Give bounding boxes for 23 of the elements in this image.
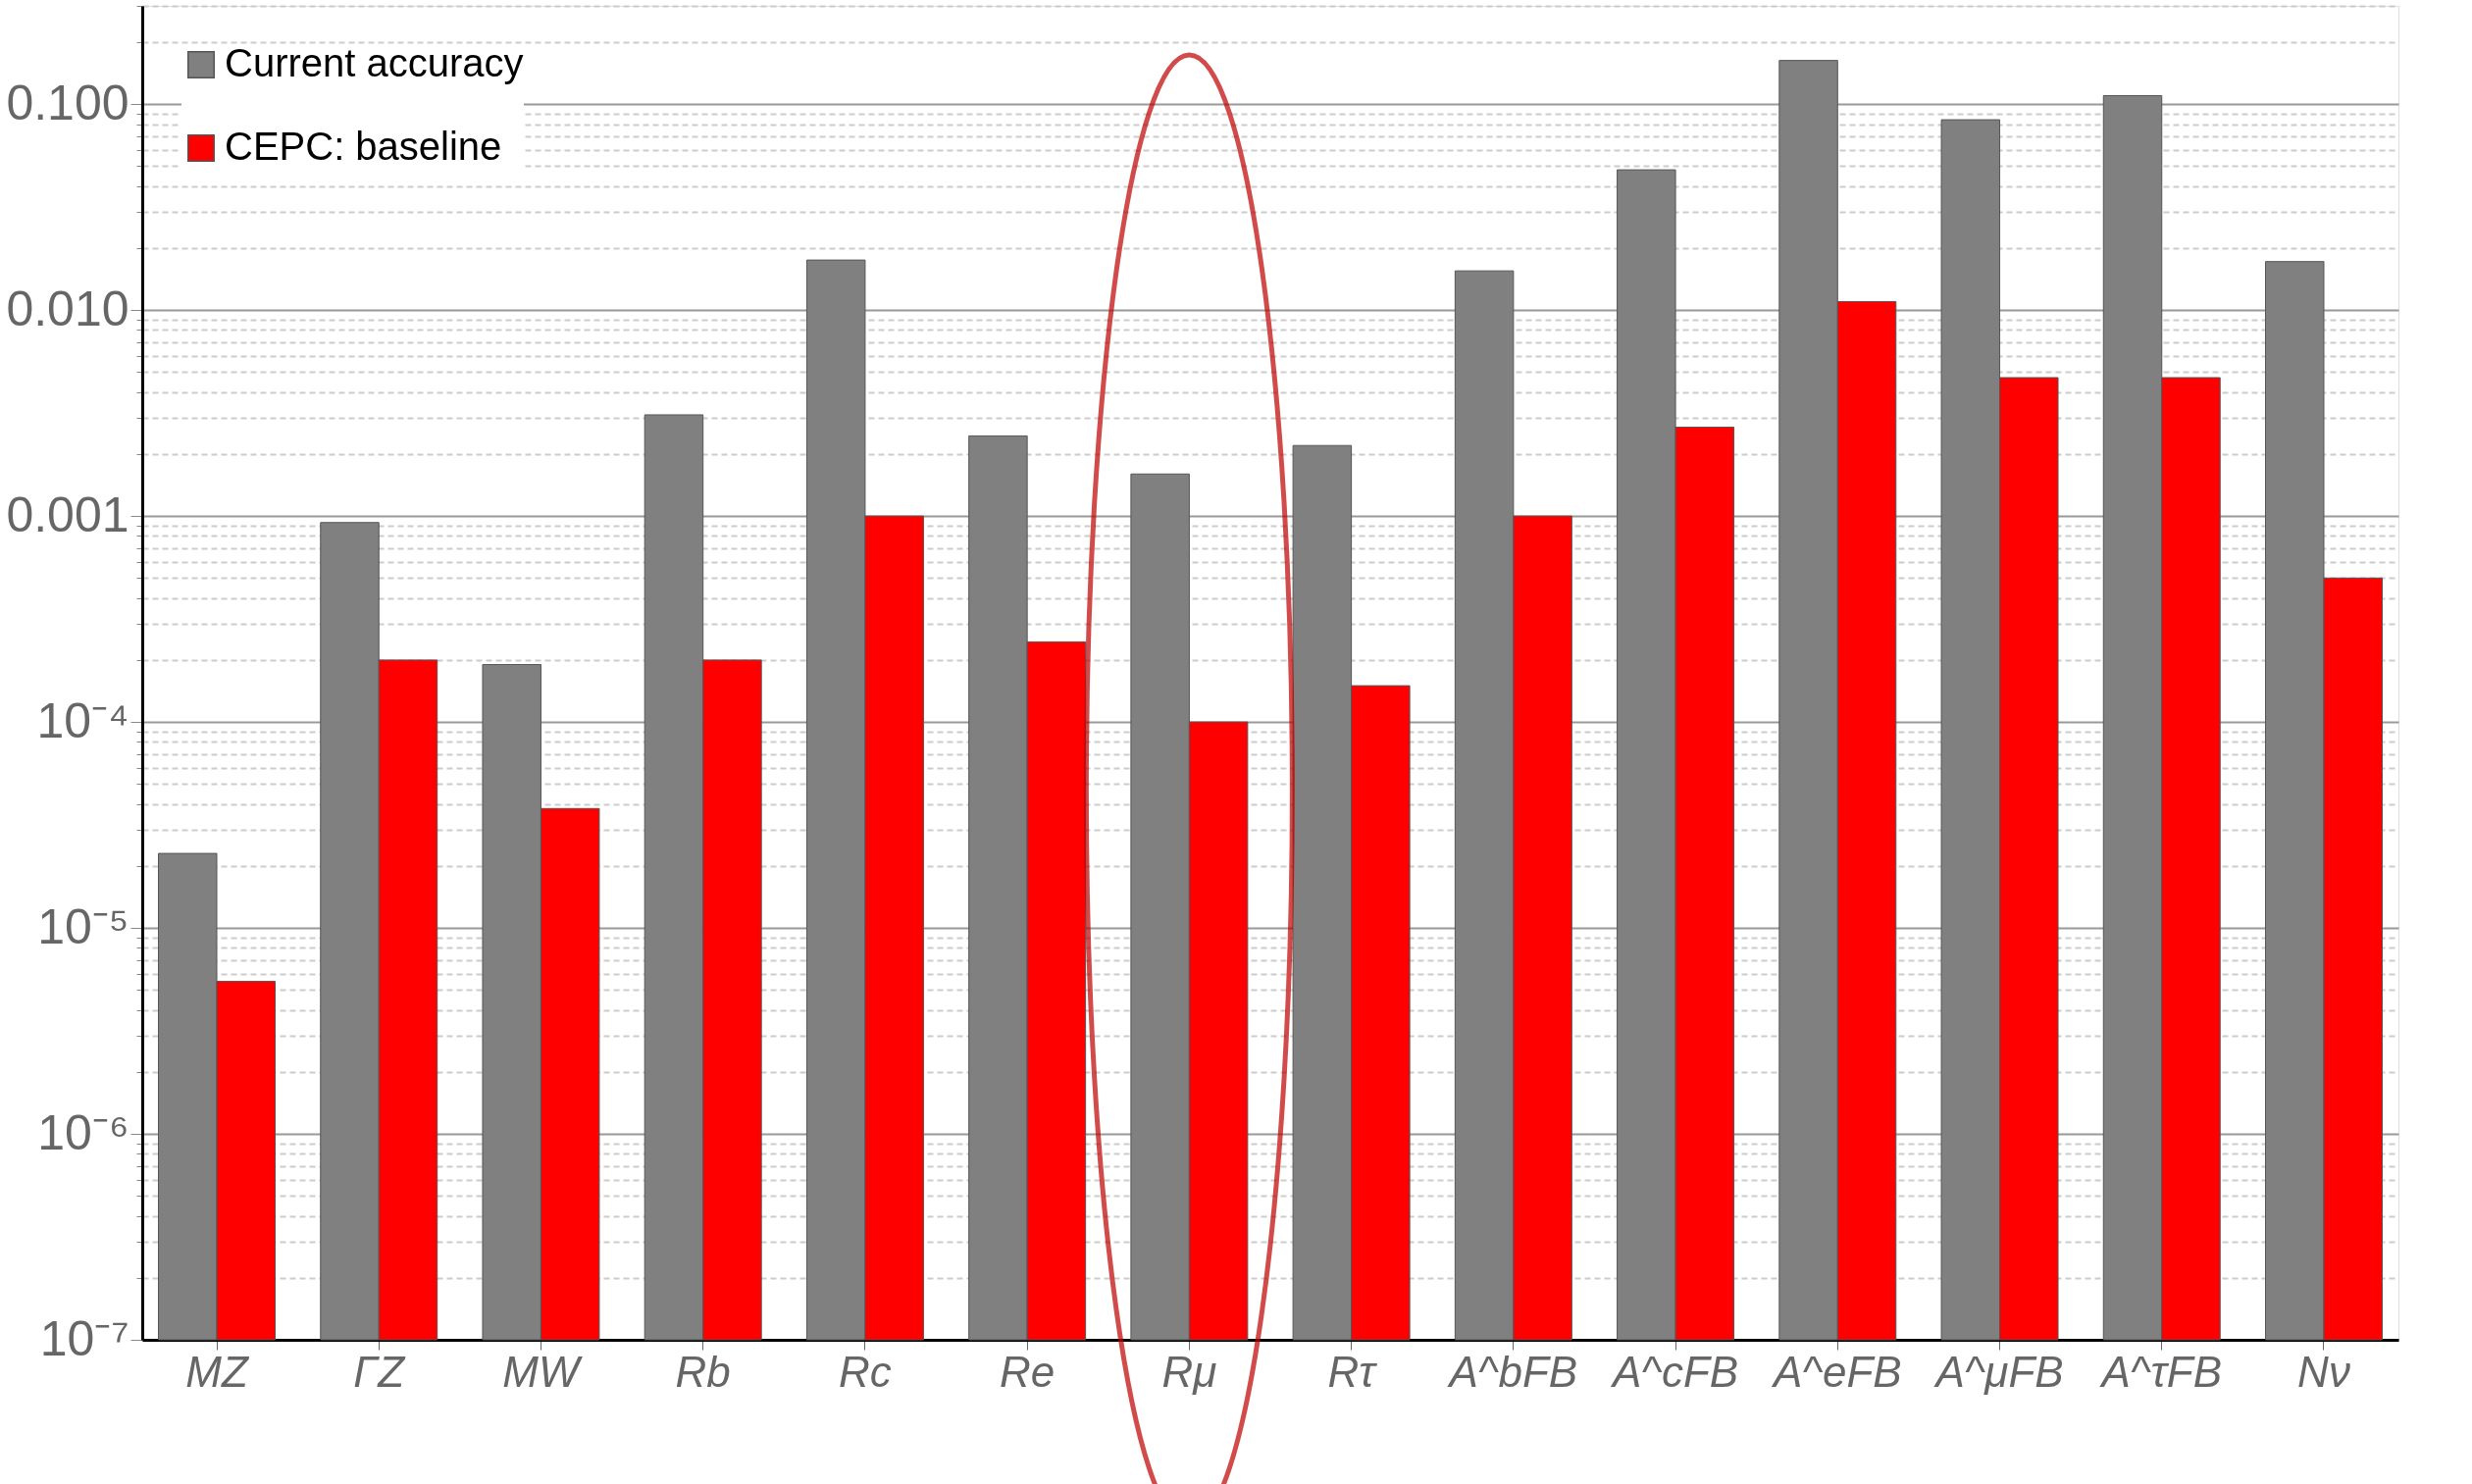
y-tick-label: 10⁻⁷ xyxy=(39,1310,129,1366)
y-tick-label: 0.010 xyxy=(6,281,129,336)
x-tick-label: Re xyxy=(1000,1347,1056,1396)
x-tick-label: ΓZ xyxy=(353,1347,407,1396)
legend-label: CEPC: baseline xyxy=(225,125,502,168)
x-tick-label: Rb xyxy=(675,1347,731,1396)
x-tick-label: A^bFB xyxy=(1446,1347,1578,1396)
x-tick-label: Rτ xyxy=(1327,1347,1378,1396)
x-tick-label: MW xyxy=(502,1347,584,1396)
x-tick-label: MZ xyxy=(185,1347,250,1396)
y-tick-label: 10⁻⁶ xyxy=(37,1104,129,1160)
y-tick-label: 10⁻⁴ xyxy=(36,692,129,748)
y-tick-label: 0.100 xyxy=(6,75,129,130)
x-tick-label: Nν xyxy=(2297,1347,2350,1396)
y-tick-label: 10⁻⁵ xyxy=(37,898,129,954)
x-tick-label: Rc xyxy=(839,1347,892,1396)
y-tick-label: 0.001 xyxy=(6,486,129,542)
x-tick-label: A^cFB xyxy=(1609,1347,1739,1396)
legend-label: Current accuracy xyxy=(225,41,524,84)
x-tick-label: Rμ xyxy=(1161,1347,1217,1396)
x-tick-label: A^τFB xyxy=(2098,1347,2223,1396)
x-tick-label: A^eFB xyxy=(1770,1347,1902,1396)
x-tick-label: A^μFB xyxy=(1932,1347,2064,1396)
